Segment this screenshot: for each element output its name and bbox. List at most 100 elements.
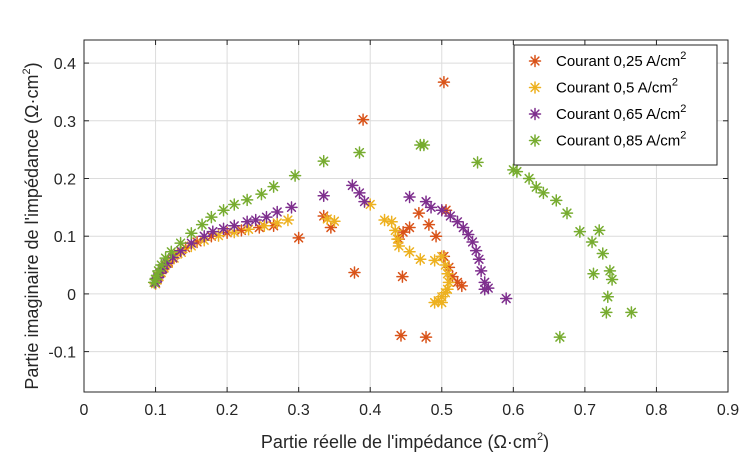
data-point [212, 229, 225, 242]
data-point [389, 224, 402, 237]
data-point [147, 276, 161, 289]
data-point [353, 146, 366, 159]
x-tick-label: 0.3 [288, 402, 310, 419]
data-point [324, 221, 338, 234]
data-point [217, 203, 230, 217]
data-point [596, 247, 610, 260]
x-axis-label: Partie réelle de l'impédance (Ω·cm2) [261, 431, 549, 452]
legend-label: Courant 0,65 A/cm2 [556, 103, 686, 123]
data-point [553, 330, 567, 344]
data-point [317, 154, 330, 168]
data-point [174, 236, 187, 250]
data-point [474, 264, 488, 278]
data-point [394, 329, 408, 342]
data-point [149, 273, 162, 286]
legend-label: Courant 0,5 A/cm2 [556, 77, 678, 97]
data-point [625, 306, 638, 319]
data-point [507, 163, 520, 177]
legend-marker [528, 134, 542, 147]
data-point [403, 221, 416, 234]
data-point [529, 180, 543, 194]
data-point [270, 205, 284, 219]
ticks: 0 0.1 0.2 0.3 0.4 0.5 0.6 0.7 0.8 0.9 -0.1 0 0.1 0.2 0… [48, 40, 739, 419]
data-point [431, 294, 445, 308]
data-point [205, 210, 218, 224]
data-point [437, 75, 451, 89]
x-tick-label: 0.1 [144, 402, 166, 419]
data-point [260, 210, 273, 224]
data-point [435, 250, 449, 263]
data-point [228, 225, 241, 239]
data-point [428, 254, 441, 267]
data-point [573, 225, 587, 238]
data-point [424, 201, 438, 214]
data-point [160, 257, 174, 270]
legend-marker [528, 107, 542, 121]
data-point [255, 187, 268, 201]
x-tick-label: 0.8 [645, 402, 667, 419]
data-point [378, 213, 391, 227]
data-point [499, 292, 513, 305]
data-point [456, 221, 470, 234]
data-point [603, 264, 617, 278]
data-point [292, 231, 305, 245]
x-tick-label: 0.4 [359, 402, 381, 419]
data-point [439, 258, 452, 272]
data-point [321, 212, 334, 226]
data-point [328, 214, 341, 228]
data-point [482, 281, 495, 295]
x-tick-label: 0.5 [431, 402, 453, 419]
data-point [195, 218, 209, 231]
data-point [150, 269, 164, 282]
legend-label: Courant 0,25 A/cm2 [556, 50, 686, 70]
data-point [442, 276, 456, 289]
data-point [267, 180, 280, 193]
data-point [228, 198, 241, 211]
data-point [217, 222, 230, 235]
legend: Courant 0,25 A/cm2 Courant 0,5 A/cm2 Coura… [513, 44, 718, 166]
data-point [417, 138, 431, 152]
data-point [592, 224, 606, 237]
data-point [242, 223, 255, 236]
legend-marker [528, 54, 542, 68]
data-point [185, 227, 198, 240]
data-point [419, 330, 433, 344]
data-point [317, 189, 330, 203]
y-axis-label: Partie imaginaire de l'impédance (Ω·cm2) [21, 62, 42, 389]
data-point [428, 296, 441, 309]
y-tick-label: 0.1 [54, 229, 76, 246]
data-point [472, 253, 486, 266]
data-point [165, 245, 178, 259]
data-point [159, 251, 172, 265]
data-point [435, 296, 449, 309]
data-point [288, 169, 302, 182]
x-tick-label: 0.6 [502, 402, 524, 419]
data-point [550, 194, 563, 207]
legend-label: Courant 0,85 A/cm2 [556, 130, 686, 150]
y-tick-label: -0.1 [48, 345, 76, 362]
legend-entries: Courant 0,25 A/cm2 Courant 0,5 A/cm2 Coura… [528, 50, 686, 150]
legend-marker [528, 81, 542, 94]
series-layer [147, 75, 638, 344]
data-point [429, 229, 443, 243]
data-point [471, 156, 484, 169]
data-point [240, 215, 254, 229]
data-point [419, 195, 433, 208]
data-point [197, 229, 211, 243]
data-point [391, 232, 404, 246]
data-point [446, 270, 459, 283]
data-point [179, 241, 192, 254]
data-point [385, 215, 398, 229]
data-point [478, 276, 491, 289]
data-point [166, 251, 179, 264]
data-point [152, 264, 165, 278]
data-point [396, 225, 410, 239]
x-tick-label: 0.7 [574, 402, 596, 419]
data-point [270, 216, 284, 230]
data-point [412, 206, 426, 220]
data-point [174, 244, 187, 257]
x-tick-label: 0 [80, 402, 89, 419]
data-point [469, 244, 483, 257]
data-point [510, 165, 524, 178]
